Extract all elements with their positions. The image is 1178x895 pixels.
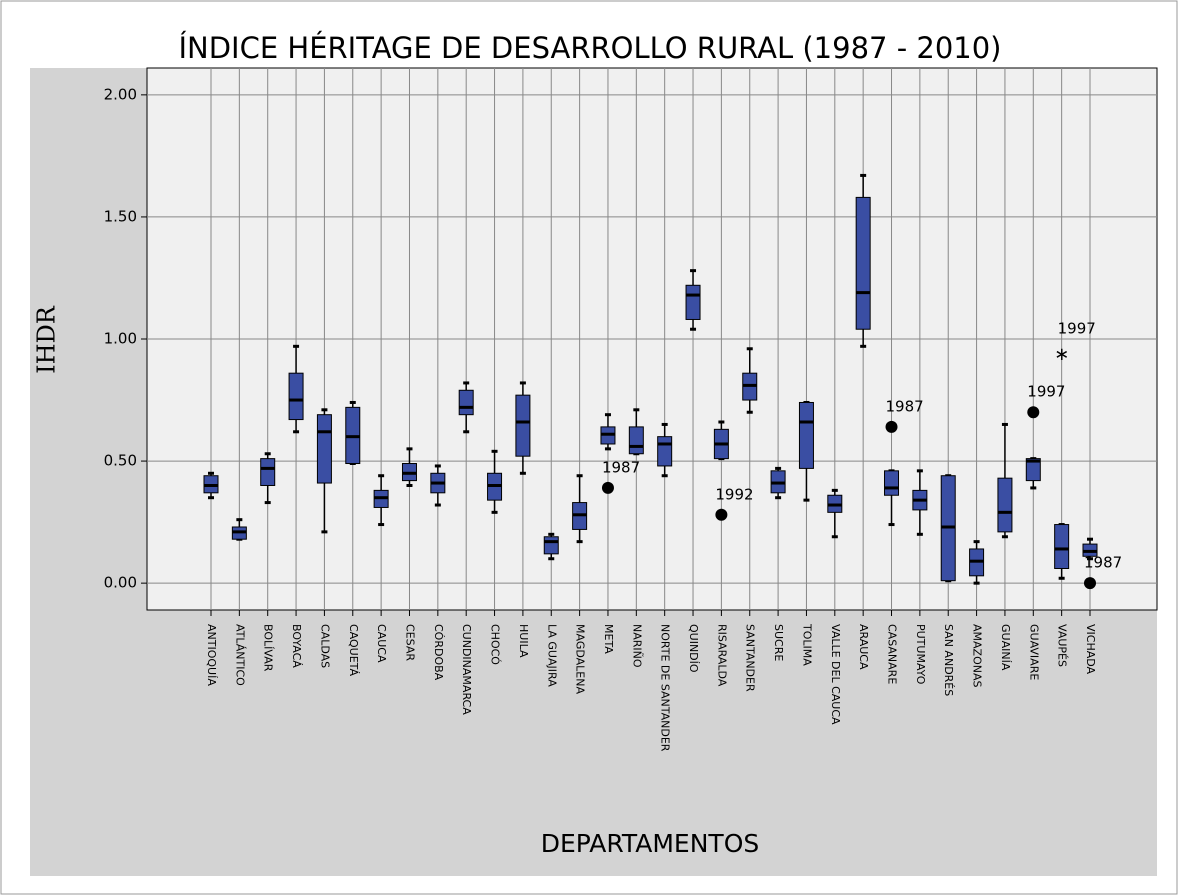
- x-tick-label: BOLÍVAR: [262, 624, 275, 672]
- y-axis-label: IHDR: [33, 305, 61, 374]
- outlier: [715, 508, 728, 521]
- box: [798, 401, 814, 469]
- x-tick-label: ATLÁNTICO: [233, 624, 246, 686]
- x-tick-label: GUAVIARE: [1027, 624, 1040, 680]
- box: [316, 414, 332, 484]
- x-tick-label: VAUPÉS: [1056, 624, 1069, 667]
- box: [515, 394, 531, 457]
- box: [260, 458, 276, 486]
- chart-title: ÍNDICE HÉRITAGE DE DESARROLLO RURAL (198…: [178, 31, 1001, 65]
- outlier-label: 1997: [1058, 320, 1096, 338]
- outlier: [885, 420, 898, 433]
- outlier-label: 1997: [1027, 383, 1065, 401]
- x-tick-label: MAGDALENA: [574, 624, 587, 694]
- x-tick-label: CESAR: [403, 624, 416, 661]
- box: [657, 436, 673, 467]
- x-tick-label: VICHADA: [1084, 624, 1097, 675]
- y-tick-label: 1.50: [104, 207, 137, 225]
- y-tick-label: 1.00: [104, 330, 137, 348]
- x-tick-label: META: [602, 624, 615, 654]
- box: [543, 536, 559, 555]
- x-tick-label: BOYACÁ: [290, 624, 303, 668]
- x-tick-label: SANTANDER: [744, 624, 757, 692]
- x-tick-label: CAQUETÁ: [347, 624, 360, 677]
- x-tick-label: TOLIMA: [800, 623, 813, 666]
- outlier: [1084, 577, 1096, 590]
- x-tick-label: HUILA: [517, 624, 530, 658]
- box: [1025, 458, 1041, 482]
- x-tick-label: SUCRE: [772, 624, 785, 661]
- box: [685, 284, 701, 320]
- outlier: [1027, 406, 1040, 419]
- x-tick-label: CASANARE: [886, 624, 899, 684]
- x-tick-label: VALLE DEL CAUCA: [829, 624, 842, 725]
- y-tick-label: 2.00: [104, 85, 137, 103]
- outlier-label: 1987: [886, 397, 924, 415]
- x-tick-label: NORTE DE SANTANDER: [659, 624, 672, 752]
- box: [997, 477, 1013, 533]
- x-tick-label: CÓRDOBA: [432, 624, 445, 681]
- x-tick-label: NARIÑO: [630, 624, 643, 668]
- extreme-marker: ∗: [1054, 344, 1069, 365]
- outlier-label: 1992: [715, 485, 753, 503]
- x-tick-label: CALDAS: [318, 624, 331, 668]
- x-axis-label: DEPARTAMENTOS: [541, 829, 760, 858]
- x-tick-label: PUTUMAYO: [914, 624, 927, 685]
- x-tick-label: QUINDÍO: [687, 624, 700, 673]
- x-tick-label: ARAUCA: [857, 624, 870, 670]
- box: [628, 426, 644, 455]
- x-tick-label: GUAINÍA: [999, 624, 1012, 671]
- outlier-label: 1987: [602, 458, 640, 476]
- outlier-label: 1987: [1084, 554, 1122, 572]
- x-tick-label: AMAZONAS: [971, 624, 984, 687]
- y-tick-label: 0.00: [104, 574, 137, 592]
- x-tick-label: ANTIOQUÍA: [205, 624, 218, 686]
- box: [288, 372, 304, 421]
- box: [855, 196, 871, 330]
- x-tick-label: CHOCÓ: [489, 624, 502, 665]
- box: [1054, 524, 1070, 569]
- x-tick-label: LA GUAJIRA: [545, 624, 558, 687]
- outlier: [601, 481, 614, 494]
- x-tick-label: CUNDINAMARCA: [460, 624, 473, 715]
- x-tick-label: CAUCA: [375, 624, 388, 663]
- y-tick-label: 0.50: [104, 452, 137, 470]
- box: [884, 470, 900, 496]
- x-tick-label: RISARALDA: [715, 624, 728, 687]
- box: [458, 389, 474, 416]
- x-tick-label: SAN ANDRÉS: [942, 624, 955, 696]
